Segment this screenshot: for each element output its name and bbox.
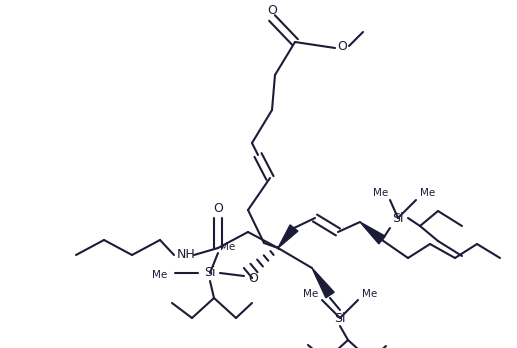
Text: Si: Si <box>204 267 216 279</box>
Text: O: O <box>267 3 277 16</box>
Text: Me: Me <box>362 289 377 299</box>
Text: NH: NH <box>177 248 195 261</box>
Text: Me: Me <box>153 270 168 280</box>
Polygon shape <box>312 268 334 298</box>
Text: O: O <box>248 271 258 285</box>
Polygon shape <box>278 225 298 248</box>
Text: Si: Si <box>392 212 404 224</box>
Text: Si: Si <box>334 311 346 324</box>
Text: Me: Me <box>420 188 435 198</box>
Text: Me: Me <box>220 242 235 252</box>
Text: Me: Me <box>373 188 388 198</box>
Text: Me: Me <box>303 289 318 299</box>
Polygon shape <box>360 222 385 244</box>
Text: O: O <box>337 40 347 53</box>
Text: O: O <box>213 203 223 215</box>
